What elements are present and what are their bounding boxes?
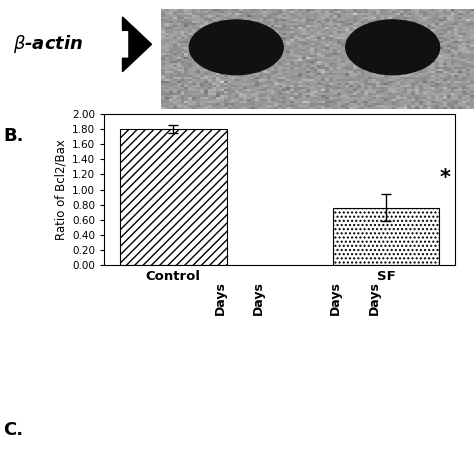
- Text: $\beta$-actin: $\beta$-actin: [13, 33, 83, 55]
- Ellipse shape: [189, 20, 283, 75]
- Text: Days: Days: [329, 282, 342, 315]
- Bar: [333, 208, 439, 265]
- Ellipse shape: [346, 20, 439, 75]
- Text: Days: Days: [213, 282, 227, 315]
- Text: C.: C.: [3, 421, 23, 438]
- FancyArrow shape: [122, 17, 152, 72]
- Bar: [120, 129, 227, 265]
- Text: *: *: [440, 168, 451, 188]
- Text: B.: B.: [3, 127, 24, 145]
- Text: Days: Days: [368, 282, 381, 315]
- Text: Days: Days: [252, 282, 265, 315]
- Y-axis label: Ratio of Bcl2/Bax: Ratio of Bcl2/Bax: [55, 139, 68, 240]
